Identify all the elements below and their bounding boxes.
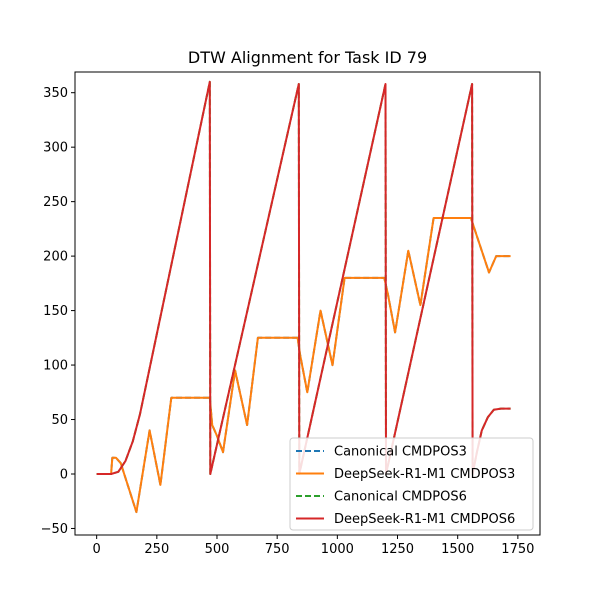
- y-tick-label: 250: [43, 195, 68, 210]
- y-axis: −50 0 50 100 150 200 250 300 350: [41, 86, 75, 537]
- y-tick-label: 350: [43, 86, 68, 101]
- y-tick-label: 150: [43, 304, 68, 319]
- x-tick-label: 500: [205, 542, 230, 557]
- x-tick-label: 250: [144, 542, 169, 557]
- x-tick-label: 1000: [321, 542, 354, 557]
- x-tick-label: 1750: [501, 542, 534, 557]
- x-axis: 0 250 500 750 1000 1250 1500 1750: [93, 535, 534, 557]
- legend: Canonical CMDPOS3 DeepSeek-R1-M1 CMDPOS3 C…: [289, 437, 534, 531]
- y-tick-label: 200: [43, 250, 68, 265]
- legend-box: [289, 437, 534, 531]
- y-tick-label: 100: [43, 359, 68, 374]
- series-group: [96, 80, 511, 514]
- x-tick-label: 0: [93, 542, 101, 557]
- y-tick-label: 0: [60, 467, 68, 482]
- series-line-4: [96, 80, 511, 475]
- legend-label-2: DeepSeek-R1-M1 CMDPOS3: [334, 467, 515, 482]
- y-tick-label: 300: [43, 141, 68, 156]
- y-tick-label: −50: [41, 522, 68, 537]
- x-tick-label: 1500: [441, 542, 474, 557]
- plot-frame: [74, 71, 541, 536]
- legend-label-3: Canonical CMDPOS6: [334, 490, 467, 505]
- chart-title: DTW Alignment for Task ID 79: [188, 48, 427, 67]
- y-tick-label: 50: [51, 413, 68, 428]
- legend-label-1: Canonical CMDPOS3: [334, 445, 467, 460]
- legend-label-4: DeepSeek-R1-M1 CMDPOS6: [334, 512, 515, 527]
- x-tick-label: 1250: [381, 542, 414, 557]
- series-line-2: [96, 217, 511, 514]
- x-tick-label: 750: [265, 542, 290, 557]
- plot-area: [74, 71, 541, 536]
